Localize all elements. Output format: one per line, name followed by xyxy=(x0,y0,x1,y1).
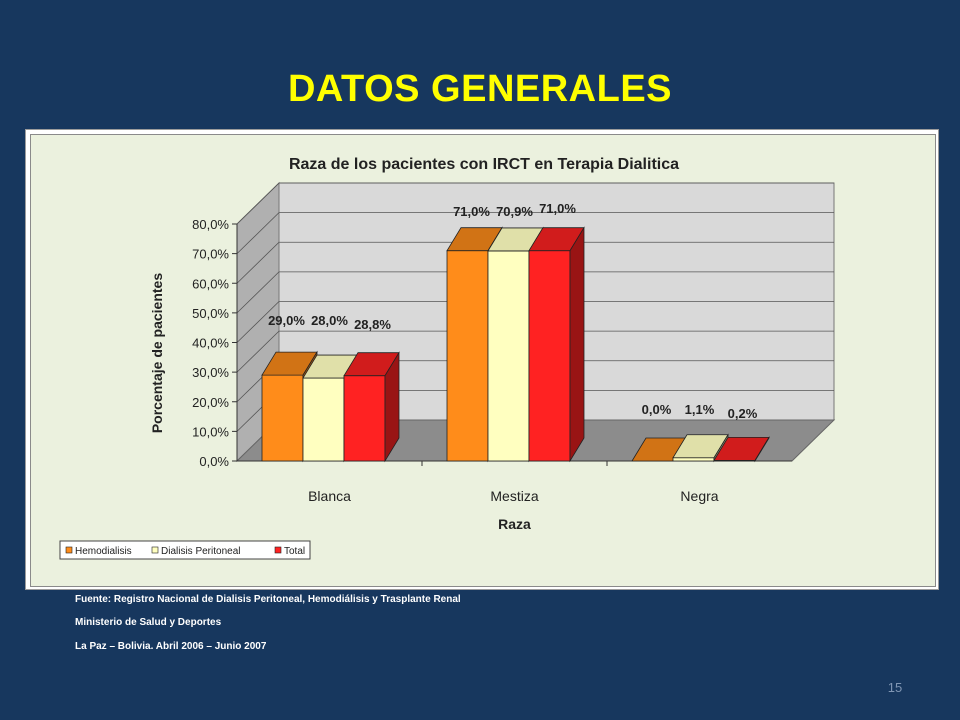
y-tick-label: 10,0% xyxy=(192,424,229,439)
y-tick-label: 20,0% xyxy=(192,395,229,410)
source-line-2: Ministerio de Salud y Deportes xyxy=(75,617,222,628)
bar-chart: Raza de los pacientes con IRCT en Terapi… xyxy=(59,156,836,560)
y-tick-label: 50,0% xyxy=(192,306,229,321)
data-label: 28,0% xyxy=(311,313,348,328)
data-label: 29,0% xyxy=(268,313,305,328)
bar-side xyxy=(384,351,400,463)
data-label: 0,2% xyxy=(728,406,758,421)
y-tick-label: 70,0% xyxy=(192,247,229,262)
gridline xyxy=(236,271,834,314)
x-tick-label: Mestiza xyxy=(490,488,538,504)
gridline xyxy=(236,330,834,373)
chart-area: Raza de los pacientes con IRCT en Terapi… xyxy=(30,134,936,587)
slide-title: DATOS GENERALES xyxy=(287,68,673,110)
legend-label: Hemodialisis xyxy=(75,546,132,557)
y-axis-title: Porcentaje de pacientes xyxy=(149,273,165,434)
data-label: 70,9% xyxy=(496,204,533,219)
bar-front xyxy=(672,457,715,462)
legend-swatch xyxy=(65,546,73,554)
legend-swatch xyxy=(151,546,159,554)
gridline xyxy=(236,241,834,284)
source-line-1: Fuente: Registro Nacional de Dialisis Pe… xyxy=(75,594,461,605)
x-tick-label: Negra xyxy=(680,488,718,504)
bar-side xyxy=(569,226,585,463)
y-tick-label: 40,0% xyxy=(192,336,229,351)
page-number: 15 xyxy=(887,680,903,695)
chart-frame: Raza de los pacientes con IRCT en Terapi… xyxy=(25,129,939,590)
legend-label: Dialisis Peritoneal xyxy=(161,546,240,557)
source-line-3: La Paz – Bolivia. Abril 2006 – Junio 200… xyxy=(75,641,267,652)
y-tick-label: 0,0% xyxy=(199,454,229,469)
gridline xyxy=(236,182,834,225)
gridline xyxy=(236,212,834,254)
bar-front xyxy=(487,250,530,462)
data-label: 71,0% xyxy=(539,201,576,216)
data-label: 71,0% xyxy=(453,204,490,219)
data-label: 1,1% xyxy=(685,402,715,417)
x-tick-label: Blanca xyxy=(308,488,351,504)
legend-label: Total xyxy=(284,546,305,557)
chart-title: Raza de los pacientes con IRCT en Terapi… xyxy=(289,156,679,173)
bar-front xyxy=(343,375,386,462)
data-label: 28,8% xyxy=(354,317,391,332)
y-tick-label: 30,0% xyxy=(192,365,229,380)
y-tick-label: 80,0% xyxy=(192,217,229,232)
bar-front xyxy=(302,377,345,462)
bar-front xyxy=(528,250,571,462)
legend-swatch xyxy=(274,546,282,554)
bar-front xyxy=(261,374,304,462)
data-label: 0,0% xyxy=(642,402,672,417)
gridline xyxy=(236,301,834,343)
y-tick-label: 60,0% xyxy=(192,276,229,291)
bar-side xyxy=(754,435,770,463)
legend-box xyxy=(59,540,311,560)
bar-front xyxy=(446,250,489,462)
x-axis-title: Raza xyxy=(498,516,531,532)
